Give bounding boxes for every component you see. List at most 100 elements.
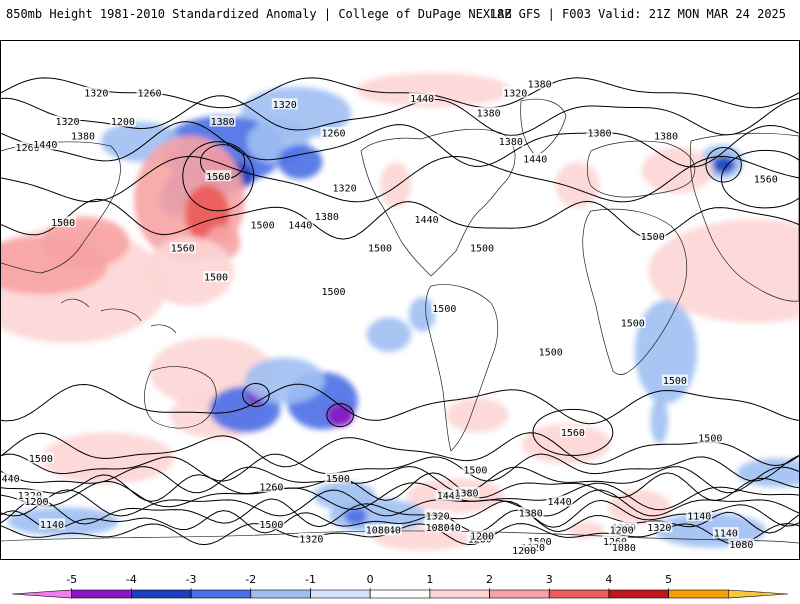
contour-label-text: 1080 xyxy=(426,523,450,534)
contour-label: 1500 xyxy=(469,242,496,255)
contour-label-text: 1320 xyxy=(333,183,357,194)
contour-label-bg xyxy=(559,426,586,438)
contour-label: 1500 xyxy=(249,219,276,232)
contour-label: 1500 xyxy=(462,463,489,476)
contour-label-bg xyxy=(728,538,755,550)
contour-label-bg xyxy=(661,374,688,386)
contour-label: 1440 xyxy=(413,213,440,226)
contour-label: 1500 xyxy=(431,302,458,315)
contour-label: 1380 xyxy=(453,486,480,499)
contour-label: 1140 xyxy=(38,518,65,531)
contour-label-bg xyxy=(50,216,77,228)
contour-label: 1080 xyxy=(424,521,451,534)
contour-label-text: 1380 xyxy=(654,131,678,142)
closed-contour xyxy=(182,141,255,212)
contour-label-bg xyxy=(320,285,347,297)
contour-label-bg xyxy=(14,141,41,153)
contour-label-bg xyxy=(517,506,544,518)
height-contour xyxy=(1,465,799,494)
anomaly-region xyxy=(648,219,799,324)
colorbar-tick-label: 3 xyxy=(546,573,553,586)
contour-label-bg xyxy=(619,317,646,329)
contour-label-bg xyxy=(497,135,524,147)
anomaly-region xyxy=(355,72,511,108)
contour-label-bg xyxy=(413,213,440,225)
asia-coast xyxy=(689,132,799,302)
height-contour xyxy=(1,453,799,482)
contour-label-bg xyxy=(258,481,285,493)
contour-label-text: 1320 xyxy=(273,100,297,111)
anomaly-region xyxy=(344,507,367,525)
contour-label-bg xyxy=(610,541,637,553)
contour-label-text: 1500 xyxy=(321,287,345,298)
contour-label-bg xyxy=(83,86,110,98)
anomaly-colorbar: -5 -4 -3 -2 -1 0 1 2 3 4 5 xyxy=(0,570,800,600)
contour-label-text: 1500 xyxy=(641,232,665,243)
contour-label-text: 1500 xyxy=(470,244,494,255)
contour-label-text: 1440 xyxy=(33,140,57,151)
contour-label-text: 1380 xyxy=(528,80,552,91)
contour-label-bg xyxy=(32,138,59,150)
contour-label: 1200 xyxy=(23,495,50,508)
contour-label: 1500 xyxy=(661,374,688,387)
anomaly-region xyxy=(555,161,600,208)
colorbar-tick-label: -2 xyxy=(245,573,256,586)
contour-label-text: 1260 xyxy=(321,129,345,140)
contour-label-bg xyxy=(16,489,43,501)
contour-label-text: 1440 xyxy=(288,221,312,232)
contour-label-text: 1560 xyxy=(206,172,230,183)
contour-label: 1440 xyxy=(546,495,573,508)
contour-label: 1500 xyxy=(258,518,285,531)
height-contour-layer xyxy=(1,77,799,546)
height-contour xyxy=(1,198,799,240)
contour-label-bg xyxy=(639,230,666,242)
height-contour xyxy=(1,77,799,109)
contour-label-bg xyxy=(712,527,739,539)
south-america-coast xyxy=(425,284,499,452)
contour-label-bg xyxy=(431,302,458,314)
contour-label: 1440 xyxy=(409,92,436,105)
height-contour xyxy=(1,383,799,425)
contour-label-bg xyxy=(602,535,629,547)
contour-label-text: 1500 xyxy=(539,347,563,358)
contour-label: 1320 xyxy=(54,115,81,128)
colorbar-swatch xyxy=(608,589,669,599)
contour-label-bg xyxy=(475,106,502,118)
closed-contour xyxy=(705,146,742,183)
contour-label: 1440 xyxy=(522,152,549,165)
contour-label: 1080 xyxy=(610,541,637,554)
europe-coast xyxy=(586,140,696,198)
colorbar-swatch xyxy=(250,589,311,599)
contour-label-text: 1380 xyxy=(477,108,501,119)
contour-label-text: 1380 xyxy=(519,508,543,519)
contour-label: 1500 xyxy=(537,345,564,358)
contour-label-bg xyxy=(249,219,276,231)
africa-coast xyxy=(582,208,688,375)
contour-label-text: 1200 xyxy=(470,531,494,542)
contour-label-bg xyxy=(23,495,50,507)
contour-label-bg xyxy=(27,452,54,464)
contour-label-bg xyxy=(453,486,480,498)
contour-label-bg xyxy=(469,242,496,254)
height-contour xyxy=(1,472,799,502)
contour-label-bg xyxy=(526,535,553,547)
contour-label-text: 1260 xyxy=(137,88,161,99)
contour-label-bg xyxy=(653,129,679,141)
contour-label-bg xyxy=(203,270,230,282)
contour-label-text: 1500 xyxy=(663,376,687,387)
model-run-info: 18Z GFS | F003 Valid: 21Z MON MAR 24 202… xyxy=(489,7,786,21)
contour-label: 1440 xyxy=(1,472,21,485)
contour-label: 1320 xyxy=(298,532,325,545)
colorbar-swatch xyxy=(728,589,789,599)
anomaly-region xyxy=(145,236,234,306)
contour-label: 1140 xyxy=(686,509,713,522)
contour-label: 1200 xyxy=(608,524,635,537)
contour-label-bg xyxy=(424,509,451,521)
contour-label-text: 1500 xyxy=(251,221,275,232)
contour-label: 1380 xyxy=(209,115,236,128)
contour-label: 1500 xyxy=(203,270,230,283)
closed-contour xyxy=(532,408,614,456)
contour-label-bg xyxy=(298,532,325,544)
